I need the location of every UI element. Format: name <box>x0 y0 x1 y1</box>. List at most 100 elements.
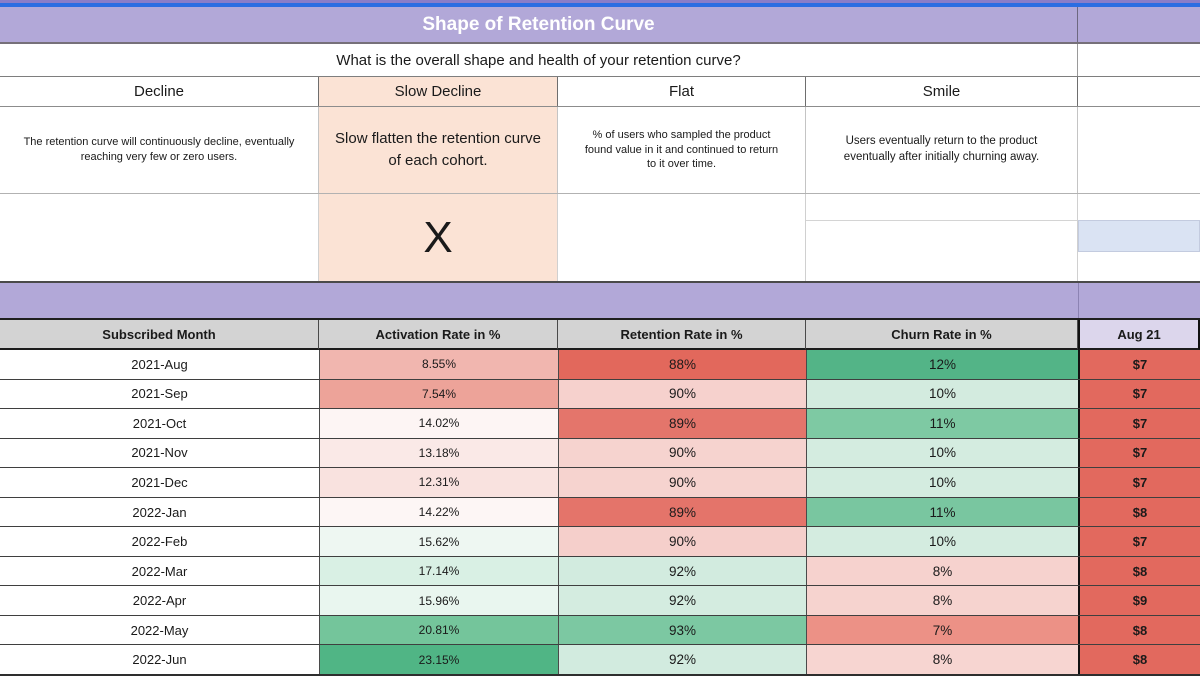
activation-rate-cell[interactable]: 15.96% <box>319 586 558 615</box>
month-cell[interactable]: 2022-Feb <box>0 527 319 556</box>
category-label-smile[interactable]: Smile <box>806 77 1078 106</box>
category-description-row: The retention curve will continuously de… <box>0 107 1200 194</box>
question-row: What is the overall shape and health of … <box>0 44 1200 77</box>
description-smile[interactable]: Users eventually return to the product e… <box>806 107 1078 193</box>
churn-rate-cell[interactable]: 10% <box>806 379 1078 409</box>
churn-rate-cell[interactable]: 10% <box>806 468 1078 497</box>
table-header-row: Subscribed Month Activation Rate in % Re… <box>0 320 1200 350</box>
price-cell[interactable]: $7 <box>1078 438 1200 468</box>
mark-cell-decline[interactable] <box>0 194 319 281</box>
question-text: What is the overall shape and health of … <box>0 44 1078 76</box>
month-cell[interactable]: 2021-Dec <box>0 468 319 497</box>
column-header-churn-rate[interactable]: Churn Rate in % <box>806 320 1078 350</box>
selected-mark-cell[interactable]: X <box>319 194 558 281</box>
table-row: 2021-Dec 12.31% 90% 10% $7 <box>0 468 1200 498</box>
price-cell[interactable]: $8 <box>1078 615 1200 645</box>
retention-rate-cell[interactable]: 90% <box>558 468 806 497</box>
question-right-cell[interactable] <box>1078 44 1200 76</box>
price-cell[interactable]: $8 <box>1078 645 1200 675</box>
column-header-activation-rate[interactable]: Activation Rate in % <box>319 320 558 350</box>
category-row-right-cell[interactable] <box>1078 77 1200 106</box>
month-cell[interactable]: 2021-Oct <box>0 409 319 438</box>
price-cell[interactable]: $7 <box>1078 468 1200 497</box>
highlighted-blue-cell[interactable] <box>1078 220 1200 252</box>
retention-rate-cell[interactable]: 90% <box>558 438 806 468</box>
activation-rate-cell[interactable]: 14.22% <box>319 497 558 527</box>
price-cell[interactable]: $7 <box>1078 379 1200 409</box>
mark-cell-smile[interactable] <box>806 194 1078 281</box>
churn-rate-cell[interactable]: 8% <box>806 586 1078 615</box>
category-label-slow-decline[interactable]: Slow Decline <box>319 77 558 106</box>
price-cell[interactable]: $8 <box>1078 556 1200 586</box>
month-cell[interactable]: 2022-Mar <box>0 556 319 586</box>
column-header-subscribed-month[interactable]: Subscribed Month <box>0 320 319 350</box>
column-header-retention-rate[interactable]: Retention Rate in % <box>558 320 806 350</box>
retention-rate-cell[interactable]: 92% <box>558 645 806 675</box>
retention-rate-cell[interactable]: 89% <box>558 409 806 438</box>
activation-rate-cell[interactable]: 23.15% <box>319 645 558 675</box>
churn-rate-cell[interactable]: 11% <box>806 497 1078 527</box>
retention-rate-cell[interactable]: 90% <box>558 527 806 556</box>
activation-rate-cell[interactable]: 15.62% <box>319 527 558 556</box>
price-cell[interactable]: $7 <box>1078 527 1200 556</box>
table-row: 2022-Jun 23.15% 92% 8% $8 <box>0 645 1200 676</box>
churn-rate-cell[interactable]: 10% <box>806 438 1078 468</box>
section-divider-bar <box>0 283 1200 320</box>
price-cell[interactable]: $8 <box>1078 497 1200 527</box>
table-row: 2022-Mar 17.14% 92% 8% $8 <box>0 556 1200 587</box>
activation-rate-cell[interactable]: 17.14% <box>319 556 558 586</box>
table-row: 2022-Jan 14.22% 89% 11% $8 <box>0 497 1200 528</box>
price-cell[interactable]: $7 <box>1078 409 1200 438</box>
selection-mark-row: X <box>0 194 1200 283</box>
description-flat[interactable]: % of users who sampled the product found… <box>558 107 806 193</box>
table-row: 2021-Sep 7.54% 90% 10% $7 <box>0 379 1200 410</box>
description-row-right-cell[interactable] <box>1078 107 1200 193</box>
month-cell[interactable]: 2022-Apr <box>0 586 319 615</box>
churn-rate-cell[interactable]: 10% <box>806 527 1078 556</box>
title-right-cell[interactable] <box>1078 7 1200 42</box>
price-cell[interactable]: $7 <box>1078 350 1200 379</box>
grid-line <box>806 220 1077 221</box>
description-decline[interactable]: The retention curve will continuously de… <box>0 107 319 193</box>
retention-rate-cell[interactable]: 90% <box>558 379 806 409</box>
retention-rate-cell[interactable]: 92% <box>558 556 806 586</box>
month-cell[interactable]: 2021-Nov <box>0 438 319 468</box>
month-cell[interactable]: 2022-Jun <box>0 645 319 675</box>
title-row: Shape of Retention Curve <box>0 7 1200 44</box>
retention-rate-cell[interactable]: 93% <box>558 615 806 645</box>
category-label-decline[interactable]: Decline <box>0 77 319 106</box>
churn-rate-cell[interactable]: 12% <box>806 350 1078 379</box>
price-cell[interactable]: $9 <box>1078 586 1200 615</box>
table-row: 2022-May 20.81% 93% 7% $8 <box>0 615 1200 646</box>
table-body: 2021-Aug 8.55% 88% 12% $7 2021-Sep 7.54%… <box>0 350 1200 676</box>
activation-rate-cell[interactable]: 7.54% <box>319 379 558 409</box>
month-cell[interactable]: 2021-Aug <box>0 350 319 379</box>
retention-rate-cell[interactable]: 89% <box>558 497 806 527</box>
mark-cell-flat[interactable] <box>558 194 806 281</box>
churn-rate-cell[interactable]: 7% <box>806 615 1078 645</box>
month-cell[interactable]: 2022-May <box>0 615 319 645</box>
activation-rate-cell[interactable]: 14.02% <box>319 409 558 438</box>
churn-rate-cell[interactable]: 8% <box>806 645 1078 675</box>
churn-rate-cell[interactable]: 11% <box>806 409 1078 438</box>
mark-row-right-cell <box>1078 194 1200 281</box>
table-row: 2021-Oct 14.02% 89% 11% $7 <box>0 409 1200 439</box>
month-cell[interactable]: 2021-Sep <box>0 379 319 409</box>
category-label-flat[interactable]: Flat <box>558 77 806 106</box>
activation-rate-cell[interactable]: 8.55% <box>319 350 558 379</box>
retention-rate-cell[interactable]: 88% <box>558 350 806 379</box>
retention-rate-cell[interactable]: 92% <box>558 586 806 615</box>
activation-rate-cell[interactable]: 12.31% <box>319 468 558 497</box>
month-cell[interactable]: 2022-Jan <box>0 497 319 527</box>
frozen-row-divider <box>0 3 1200 7</box>
top-row-edge <box>0 0 1200 3</box>
table-row: 2021-Nov 13.18% 90% 10% $7 <box>0 438 1200 469</box>
category-header-row: Decline Slow Decline Flat Smile <box>0 77 1200 107</box>
table-row: 2021-Aug 8.55% 88% 12% $7 <box>0 350 1200 380</box>
churn-rate-cell[interactable]: 8% <box>806 556 1078 586</box>
activation-rate-cell[interactable]: 20.81% <box>319 615 558 645</box>
column-header-price-month[interactable]: Aug 21 <box>1078 320 1200 350</box>
description-slow-decline[interactable]: Slow flatten the retention curve of each… <box>319 107 558 193</box>
activation-rate-cell[interactable]: 13.18% <box>319 438 558 468</box>
